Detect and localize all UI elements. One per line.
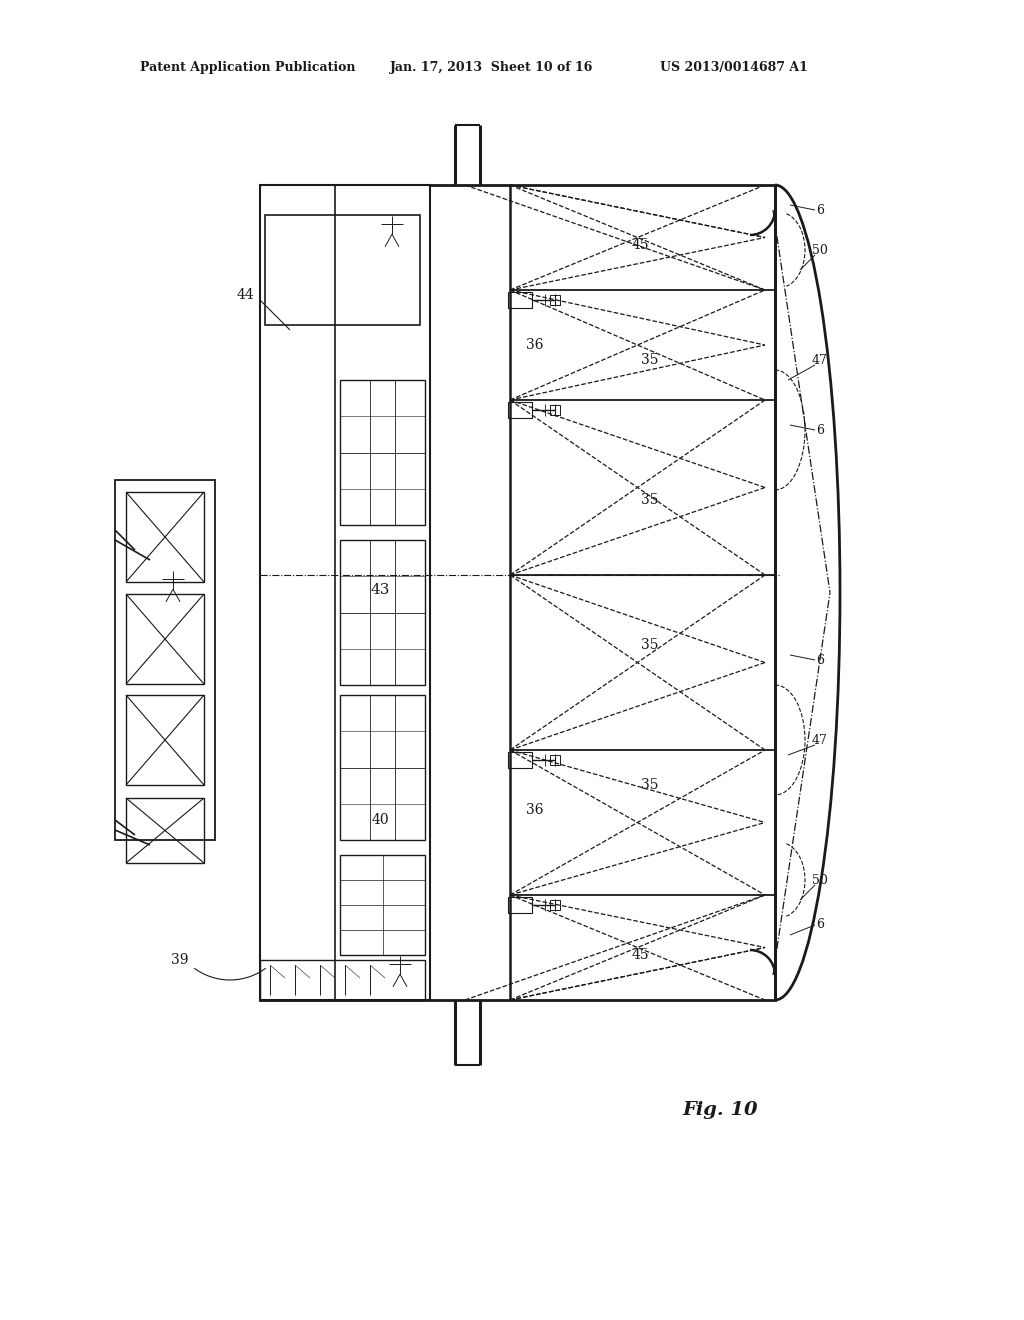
Text: 45: 45 bbox=[631, 238, 649, 252]
Bar bbox=[550, 900, 560, 909]
Text: 50: 50 bbox=[812, 874, 828, 887]
Text: 6: 6 bbox=[816, 919, 824, 932]
Text: 35: 35 bbox=[641, 777, 658, 792]
Text: 47: 47 bbox=[812, 354, 828, 367]
Text: 47: 47 bbox=[812, 734, 828, 747]
Text: 44: 44 bbox=[237, 288, 254, 302]
Bar bbox=[126, 594, 204, 684]
Bar bbox=[340, 696, 425, 840]
Text: 35: 35 bbox=[641, 492, 658, 507]
Text: 35: 35 bbox=[641, 638, 658, 652]
Text: 6: 6 bbox=[816, 424, 824, 437]
Bar bbox=[260, 185, 775, 1001]
Text: 35: 35 bbox=[641, 352, 658, 367]
Bar bbox=[508, 752, 532, 768]
Text: 36: 36 bbox=[526, 338, 544, 352]
Bar bbox=[126, 492, 204, 582]
Bar bbox=[260, 185, 430, 1001]
Text: 6: 6 bbox=[816, 653, 824, 667]
Bar bbox=[340, 380, 425, 525]
Bar bbox=[550, 755, 560, 766]
Text: 50: 50 bbox=[812, 243, 828, 256]
Bar bbox=[260, 960, 425, 1001]
Bar bbox=[126, 696, 204, 785]
Bar bbox=[260, 185, 335, 1001]
Text: Fig. 10: Fig. 10 bbox=[682, 1101, 758, 1119]
Text: 36: 36 bbox=[526, 803, 544, 817]
Text: 45: 45 bbox=[631, 948, 649, 962]
Bar bbox=[126, 799, 204, 863]
Text: US 2013/0014687 A1: US 2013/0014687 A1 bbox=[660, 62, 808, 74]
Text: Jan. 17, 2013  Sheet 10 of 16: Jan. 17, 2013 Sheet 10 of 16 bbox=[390, 62, 593, 74]
Bar bbox=[115, 480, 215, 840]
Bar bbox=[340, 855, 425, 954]
Text: 39: 39 bbox=[171, 953, 188, 968]
Text: 40: 40 bbox=[371, 813, 389, 828]
Bar bbox=[508, 292, 532, 308]
Bar bbox=[340, 540, 425, 685]
Bar bbox=[550, 405, 560, 414]
Bar bbox=[265, 215, 420, 325]
Text: Patent Application Publication: Patent Application Publication bbox=[140, 62, 355, 74]
Bar bbox=[550, 294, 560, 305]
Bar bbox=[508, 403, 532, 418]
Text: 43: 43 bbox=[371, 583, 390, 597]
Bar bbox=[508, 898, 532, 913]
Text: 6: 6 bbox=[816, 203, 824, 216]
